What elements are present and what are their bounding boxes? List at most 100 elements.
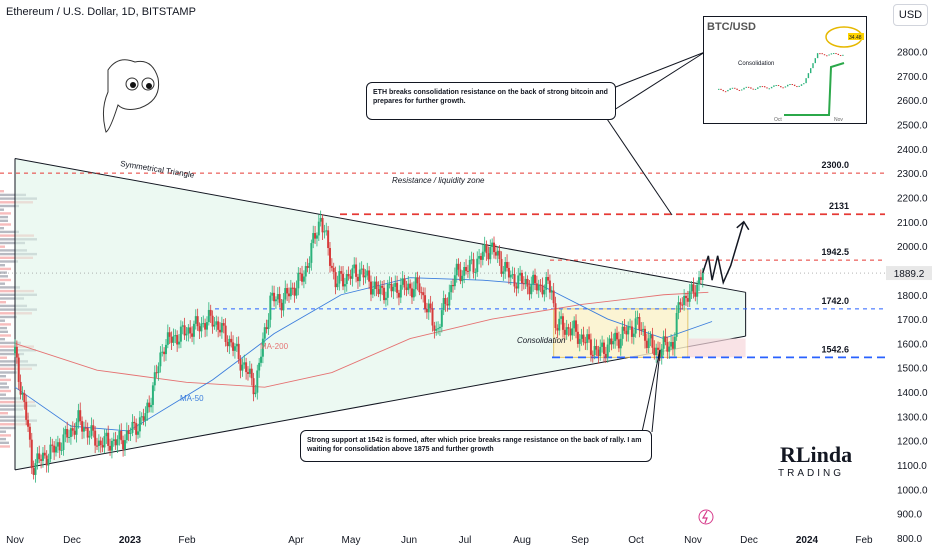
candle-body — [19, 381, 22, 395]
callout-bottom: Strong support at 1542 is formed, after … — [300, 430, 652, 462]
candle-body — [306, 266, 309, 268]
inset-candle — [833, 53, 835, 55]
inset-candle — [823, 54, 826, 56]
candle-body — [670, 342, 673, 347]
support-zone — [687, 338, 746, 358]
last-price-tag: 1889.2 — [894, 269, 925, 280]
volume-profile-bar — [0, 445, 10, 448]
candle-body — [479, 256, 482, 260]
candle-body — [407, 283, 410, 291]
candle-body — [442, 298, 445, 311]
candle-body — [366, 270, 369, 276]
candle-body — [582, 334, 585, 343]
candle-body — [233, 346, 236, 351]
inset-candle — [782, 87, 784, 89]
projection-path — [702, 221, 745, 286]
candle-body — [123, 440, 126, 450]
candle-body — [487, 253, 490, 260]
candle-body — [137, 431, 140, 435]
inset-candle — [741, 89, 743, 91]
candle-body — [589, 339, 592, 355]
candle-body — [677, 302, 680, 314]
callout-top-tail — [604, 115, 673, 216]
inset-price-tag: 34.48 — [849, 35, 862, 41]
candle-body — [565, 327, 568, 335]
candle-body — [368, 270, 371, 282]
volume-profile-bar — [0, 334, 11, 337]
inset-candle — [796, 86, 798, 88]
level-label: 1742.0 — [821, 296, 849, 306]
inset-candle — [842, 54, 844, 56]
triangle-lower-line — [14, 335, 746, 471]
candle-body — [636, 317, 639, 319]
y-tick-label: 1500.0 — [897, 364, 928, 375]
candle-body — [431, 308, 434, 326]
candle-body — [517, 275, 520, 289]
candle-body — [170, 336, 173, 343]
candle-body — [629, 326, 632, 328]
candle-body — [345, 273, 348, 285]
candle-body — [621, 326, 624, 339]
currency-button[interactable]: USD — [893, 4, 928, 26]
candle-body — [127, 430, 130, 434]
candle-body — [58, 442, 61, 451]
candle-body — [181, 325, 184, 327]
candle-body — [450, 285, 453, 293]
candle-body — [405, 287, 408, 291]
candle-body — [448, 292, 451, 306]
candle-body — [653, 347, 656, 356]
candle-body — [599, 346, 602, 357]
candle-body — [619, 338, 622, 349]
candle-body — [351, 268, 354, 279]
candle-body — [554, 303, 557, 328]
candle-body — [75, 422, 78, 435]
inset-candle — [798, 85, 800, 87]
candle-body — [617, 339, 620, 349]
candle-body — [472, 259, 475, 273]
last-price-tag-bg — [886, 266, 932, 281]
inset-candle — [787, 84, 789, 87]
candle-body — [491, 242, 494, 248]
candle-body — [110, 440, 113, 451]
inset-candle — [791, 84, 793, 86]
candle-body — [315, 235, 318, 239]
ma200-label: MA-200 — [260, 342, 289, 351]
candle-body — [228, 338, 231, 347]
x-tick-label: Sep — [571, 535, 589, 546]
volume-profile-bar — [0, 275, 8, 278]
x-tick-label: Jun — [401, 535, 417, 546]
candle-body — [32, 468, 35, 475]
candle-body — [319, 217, 322, 222]
candle-body — [373, 281, 376, 289]
candle-body — [79, 410, 82, 422]
candle-body — [634, 318, 637, 334]
candle-body — [684, 295, 687, 299]
candle-body — [524, 278, 527, 284]
candle-body — [295, 288, 298, 296]
candle-body — [586, 334, 589, 343]
candle-body — [602, 342, 605, 354]
inset-candle — [757, 87, 759, 89]
x-tick-label: Feb — [178, 535, 196, 546]
inset-candle — [727, 89, 729, 92]
candle-body — [299, 272, 302, 274]
candle-body — [293, 287, 296, 296]
candle-body — [411, 288, 413, 298]
candle-body — [383, 287, 386, 301]
candle-body — [360, 268, 363, 270]
candle-body — [377, 289, 380, 295]
candle-body — [588, 334, 591, 340]
candle-body — [142, 416, 145, 421]
candle-body — [485, 244, 488, 254]
candle-body — [278, 294, 281, 303]
volume-profile-bar — [0, 326, 7, 330]
candle-body — [36, 453, 39, 464]
candle-body — [317, 221, 320, 236]
volume-profile-bar — [0, 338, 5, 341]
candle-body — [267, 319, 270, 330]
y-tick-label: 2500.0 — [897, 120, 928, 131]
candle-body — [356, 276, 359, 282]
candle-body — [433, 325, 436, 331]
candle-body — [664, 336, 667, 343]
level-label: 2300.0 — [821, 160, 849, 170]
